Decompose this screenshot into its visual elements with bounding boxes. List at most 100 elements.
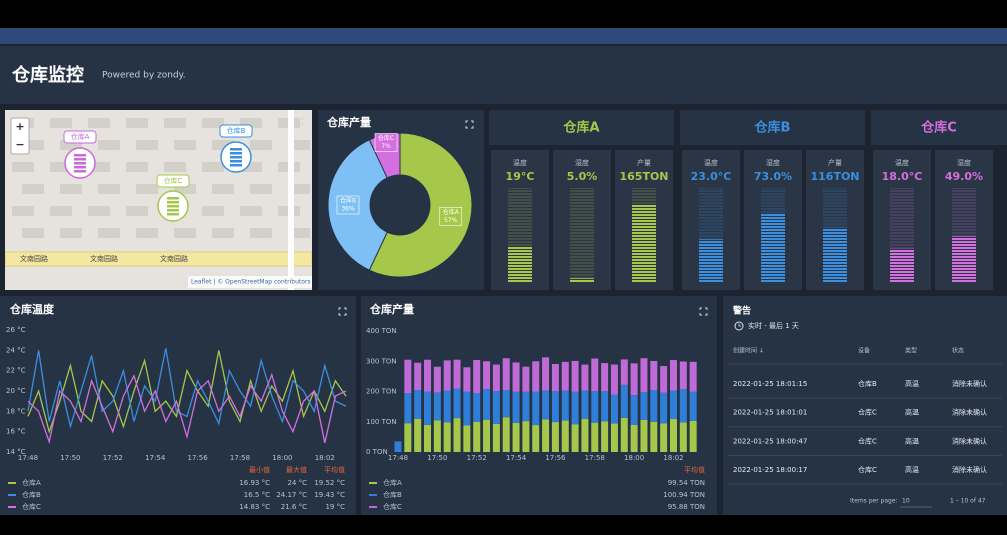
bar-segment — [620, 417, 628, 452]
metric-label: 温度 — [895, 158, 909, 167]
bar-segment — [443, 390, 451, 423]
bar-segment — [601, 391, 609, 422]
bottom-band — [0, 515, 1007, 535]
bar-segment — [591, 422, 599, 452]
building — [22, 228, 44, 238]
x-tick-label: 17:48 — [388, 454, 408, 462]
bar-segment — [522, 391, 530, 422]
chart-title: 仓库产量 — [369, 302, 414, 316]
marker-icon — [230, 148, 242, 151]
legend-name: 仓库A — [383, 478, 402, 487]
marker-icon — [74, 170, 86, 173]
bar-segment — [492, 364, 500, 392]
building — [202, 206, 224, 216]
metric-value: 5.0% — [567, 170, 598, 183]
bar-segment — [453, 418, 461, 452]
y-tick-label: 20 °C — [6, 387, 26, 395]
bar-segment — [522, 421, 530, 452]
x-tick-label: 17:58 — [585, 454, 605, 462]
page-title: 仓库监控 — [11, 64, 84, 86]
bar-segment — [512, 422, 520, 452]
building — [136, 140, 158, 150]
marker-icon — [167, 201, 179, 204]
y-tick-label: 200 TON — [366, 388, 397, 396]
panel — [723, 296, 1007, 515]
x-tick-label: 17:52 — [103, 454, 123, 462]
slice-value: 7% — [381, 143, 391, 150]
legend-name: 仓库B — [22, 490, 41, 499]
alerts-range: 实时 - 最后 1 天 — [748, 321, 799, 330]
road-v — [288, 110, 294, 290]
marker-label-box — [63, 130, 97, 144]
legend-stat: 21.6 °C — [281, 503, 307, 511]
paginator-range: 1 – 10 of 47 — [950, 498, 986, 505]
zoom-button: + — [15, 120, 24, 133]
gauge-stripes — [570, 188, 594, 283]
attribution: Leaflet | © OpenStreetMap contributors — [191, 279, 310, 286]
bar-segment — [689, 391, 697, 421]
y-tick-label: 22 °C — [6, 367, 26, 375]
bar-segment — [404, 393, 412, 424]
header — [0, 46, 1007, 104]
expand-icon — [338, 307, 347, 316]
building — [250, 140, 272, 150]
marker-label: 仓库C — [164, 176, 183, 185]
metric-value: 165TON — [619, 170, 668, 183]
bar-segment — [561, 390, 569, 421]
building — [12, 206, 34, 216]
metric-value: 23.0°C — [691, 170, 732, 183]
building — [164, 118, 186, 128]
y-tick-label: 18 °C — [6, 407, 26, 415]
bar-segment — [640, 358, 648, 393]
bar-segment — [620, 384, 628, 418]
x-tick-label: 17:54 — [145, 454, 166, 462]
x-tick-label: 18:02 — [663, 454, 683, 462]
metric-value: 49.0% — [945, 170, 983, 183]
marker-label-box — [219, 124, 253, 138]
bar-segment — [591, 391, 599, 423]
marker-icon — [230, 156, 242, 159]
line — [27, 372, 347, 445]
metric-label: 温度 — [704, 158, 718, 167]
marker-icon — [167, 213, 179, 216]
bar-segment — [463, 391, 471, 426]
x-tick-label: 17:54 — [506, 454, 527, 462]
y-tick-label: 14 °C — [6, 448, 26, 456]
bar-segment — [453, 359, 461, 389]
marker-icon — [74, 166, 86, 169]
chart-title: 仓库温度 — [9, 302, 55, 316]
x-tick-label: 17:56 — [188, 454, 209, 462]
bar-segment — [581, 364, 589, 391]
slice-label-box — [374, 133, 398, 152]
building — [98, 140, 120, 150]
legend-header: 平均值 — [324, 465, 345, 474]
metric-value: 73.0% — [754, 170, 792, 183]
clock-icon — [734, 321, 744, 331]
bar-segment — [669, 390, 677, 420]
x-tick-label: 17:58 — [230, 454, 250, 462]
warehouse-name: 仓库C — [920, 120, 957, 136]
bar-segment — [512, 391, 520, 423]
page-subtitle: Powered by zondy. — [102, 71, 186, 81]
legend-stat: 19.43 °C — [314, 491, 345, 499]
building — [60, 228, 82, 238]
alert-cell: 仓库C — [858, 465, 877, 474]
slice-label-box — [336, 195, 360, 215]
bar-segment — [679, 389, 687, 423]
bar-segment — [601, 421, 609, 452]
legend-name: 仓库C — [22, 502, 41, 511]
bar-segment — [660, 392, 668, 424]
alert-cell: 仓库C — [858, 408, 877, 417]
building — [202, 118, 224, 128]
marker-icon — [230, 160, 242, 163]
alert-cell: 高温 — [905, 408, 919, 417]
column-header: 创建时间 ↓ — [733, 347, 764, 355]
column-header: 状态 — [952, 347, 964, 355]
pie-slice — [368, 132, 473, 278]
building — [240, 206, 262, 216]
bar-segment — [502, 417, 510, 452]
legend-name: 仓库C — [383, 502, 402, 511]
legend-stat: 100.94 TON — [663, 491, 705, 499]
bar-segment — [561, 420, 569, 452]
metric-value: 18.0°C — [882, 170, 923, 183]
